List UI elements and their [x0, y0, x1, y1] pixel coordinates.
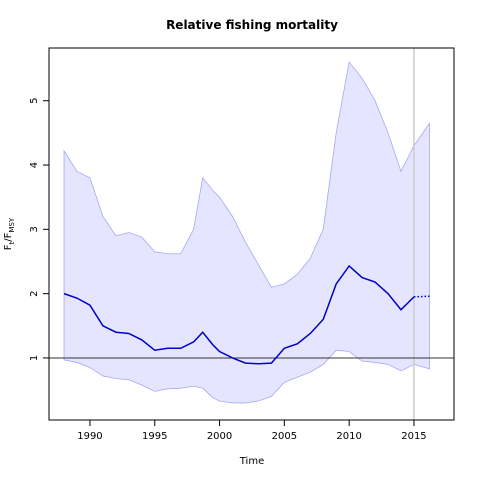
x-tick-label: 2010: [336, 431, 361, 442]
y-tick-label: 2: [29, 290, 40, 296]
plot-frame: [48, 47, 455, 421]
y-label-subscript: t: [8, 241, 16, 244]
series-line: [413, 295, 430, 298]
x-tick-label: 2000: [207, 431, 232, 442]
y-tick-label: 3: [29, 226, 40, 232]
y-label-text: /F: [3, 232, 14, 241]
y-tick-label: 4: [29, 162, 40, 168]
series-line: [63, 264, 415, 365]
x-tick-label: 1995: [142, 431, 167, 442]
y-tick-label: 5: [29, 98, 40, 104]
y-tick-label: 1: [29, 355, 40, 361]
chart-title: Relative fishing mortality: [166, 18, 338, 32]
x-tick-label: 1990: [77, 431, 102, 442]
x-tick-label: 2015: [401, 431, 426, 442]
x-axis-label: Time: [239, 456, 264, 467]
y-label-subscript: MSY: [8, 217, 16, 232]
y-label-text: F: [3, 244, 14, 250]
x-tick-label: 2005: [272, 431, 297, 442]
confidence-band: [63, 61, 430, 404]
y-axis-label: Ft/FMSY: [3, 217, 16, 250]
